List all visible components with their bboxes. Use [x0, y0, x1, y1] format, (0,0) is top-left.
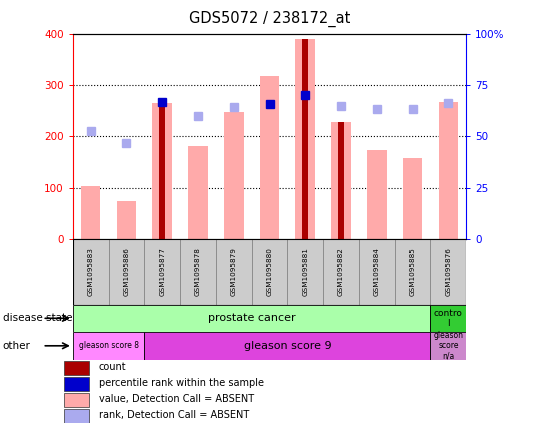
- Bar: [367, 150, 386, 239]
- Text: GSM1095880: GSM1095880: [266, 247, 273, 296]
- Bar: [287, 239, 323, 305]
- Bar: [295, 39, 315, 239]
- Bar: [159, 103, 165, 239]
- Bar: [116, 201, 136, 239]
- Bar: [338, 122, 344, 239]
- Bar: [73, 332, 144, 360]
- Bar: [81, 186, 100, 239]
- Text: percentile rank within the sample: percentile rank within the sample: [99, 378, 264, 388]
- Text: other: other: [3, 341, 31, 351]
- Bar: [216, 239, 252, 305]
- Bar: [431, 332, 466, 360]
- Text: GSM1095882: GSM1095882: [338, 247, 344, 296]
- Bar: [260, 76, 279, 239]
- Text: GSM1095879: GSM1095879: [231, 247, 237, 296]
- Bar: [64, 377, 88, 391]
- Bar: [359, 239, 395, 305]
- Text: prostate cancer: prostate cancer: [208, 313, 295, 323]
- Text: GDS5072 / 238172_at: GDS5072 / 238172_at: [189, 11, 350, 27]
- Text: GSM1095883: GSM1095883: [88, 247, 94, 296]
- Text: GSM1095881: GSM1095881: [302, 247, 308, 296]
- Bar: [64, 409, 88, 423]
- Text: GSM1095876: GSM1095876: [445, 247, 451, 296]
- Bar: [431, 305, 466, 332]
- Bar: [331, 122, 351, 239]
- Bar: [108, 239, 144, 305]
- Bar: [73, 239, 108, 305]
- Bar: [144, 332, 431, 360]
- Text: rank, Detection Call = ABSENT: rank, Detection Call = ABSENT: [99, 410, 249, 420]
- Text: value, Detection Call = ABSENT: value, Detection Call = ABSENT: [99, 394, 254, 404]
- Bar: [188, 146, 208, 239]
- Bar: [64, 361, 88, 375]
- Bar: [403, 158, 423, 239]
- Text: count: count: [99, 363, 127, 373]
- Bar: [224, 112, 244, 239]
- Text: GSM1095878: GSM1095878: [195, 247, 201, 296]
- Bar: [395, 239, 431, 305]
- Text: GSM1095886: GSM1095886: [123, 247, 129, 296]
- Bar: [180, 239, 216, 305]
- Bar: [302, 39, 308, 239]
- Bar: [64, 393, 88, 407]
- Text: gleason score 8: gleason score 8: [79, 341, 139, 350]
- Text: gleason
score
n/a: gleason score n/a: [433, 331, 464, 361]
- Text: disease state: disease state: [3, 313, 72, 323]
- Bar: [252, 239, 287, 305]
- Text: contro
l: contro l: [434, 309, 463, 328]
- Text: GSM1095884: GSM1095884: [374, 247, 380, 296]
- Bar: [323, 239, 359, 305]
- Bar: [439, 102, 458, 239]
- Bar: [153, 103, 172, 239]
- Text: GSM1095885: GSM1095885: [410, 247, 416, 296]
- Text: GSM1095877: GSM1095877: [159, 247, 165, 296]
- Text: gleason score 9: gleason score 9: [244, 341, 331, 351]
- Bar: [431, 239, 466, 305]
- Bar: [144, 239, 180, 305]
